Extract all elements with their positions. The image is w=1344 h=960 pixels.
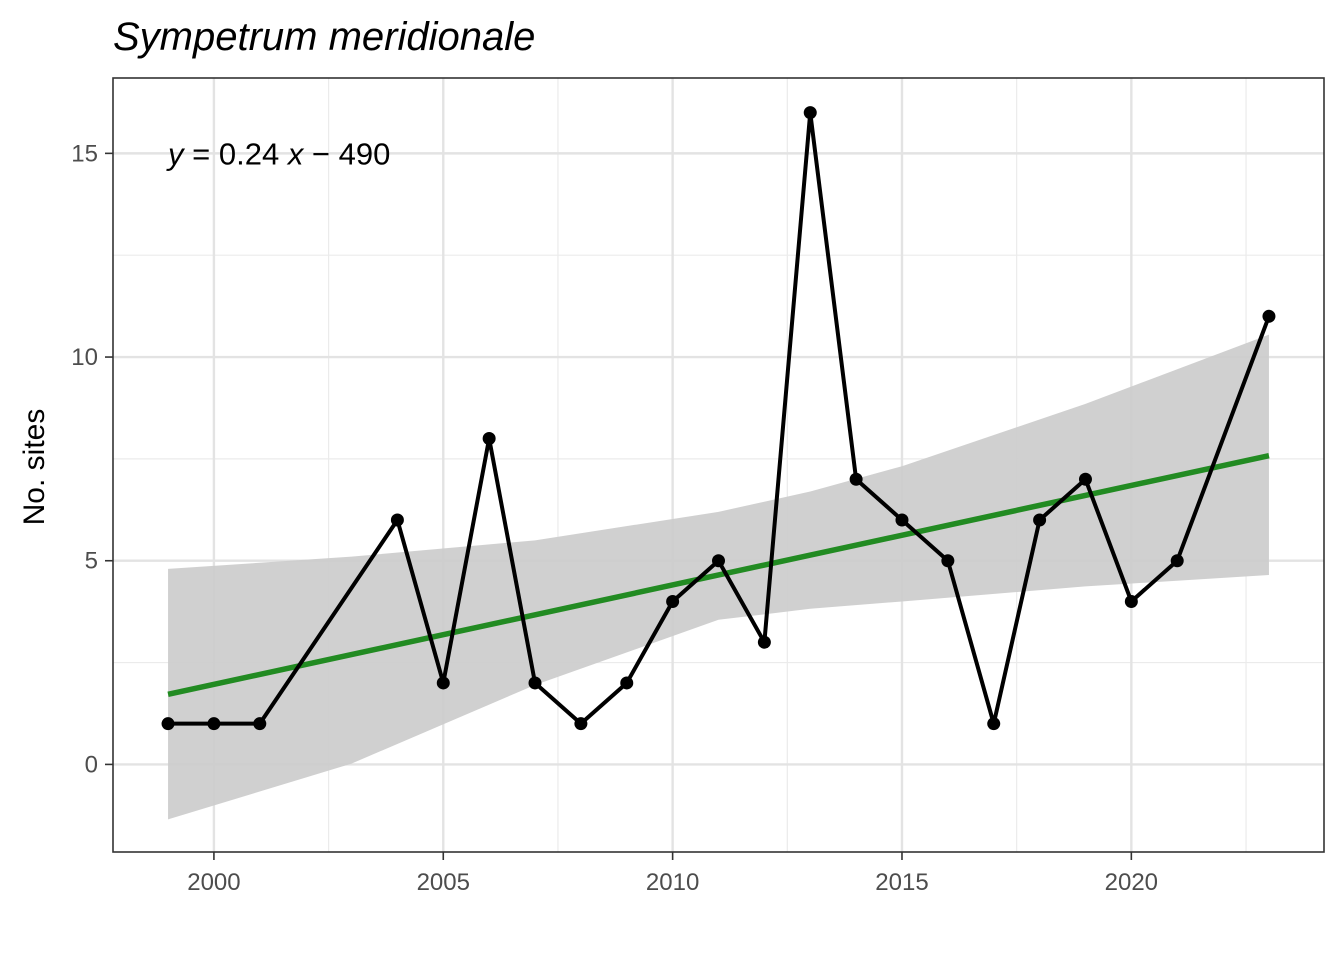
- series-line: [168, 110, 1271, 726]
- x-tick-label: 2020: [1105, 869, 1158, 896]
- data-point: [1124, 594, 1138, 608]
- y-tick-label: 10: [71, 344, 98, 371]
- y-axis-title: No. sites: [18, 409, 51, 526]
- trend-line: [167, 452, 1270, 698]
- data-point: [1170, 554, 1184, 568]
- data-point: [1033, 513, 1047, 527]
- y-tick-label: 15: [71, 140, 98, 167]
- equation-part: x: [286, 136, 305, 171]
- trend-line-path: [167, 452, 1270, 698]
- data-point: [620, 676, 634, 690]
- regression-equation: y = 0.24 x − 490: [166, 136, 390, 171]
- x-axis: 2000 2005 2010 2015 2020: [187, 852, 1158, 896]
- plot-border: [112, 77, 1325, 853]
- x-tick-label: 2010: [646, 869, 699, 896]
- data-point: [803, 106, 817, 120]
- data-point: [1262, 309, 1276, 323]
- data-point: [436, 676, 450, 690]
- x-tick-label: 2000: [187, 869, 240, 896]
- data-point: [482, 432, 496, 446]
- data-point: [987, 717, 1001, 731]
- equation-part: y: [166, 136, 186, 171]
- data-point: [666, 594, 680, 608]
- data-point: [941, 554, 955, 568]
- data-point: [528, 676, 542, 690]
- data-point: [390, 513, 404, 527]
- data-point: [757, 635, 771, 649]
- plot-frame: [112, 77, 1325, 853]
- equation-part: = 0.24: [184, 136, 288, 171]
- data-point: [161, 717, 175, 731]
- y-tick-label: 5: [85, 548, 98, 575]
- data-point: [253, 717, 267, 731]
- data-point: [712, 554, 725, 568]
- data-point: [849, 472, 863, 486]
- equation-part: − 490: [303, 136, 390, 171]
- chart-title: Sympetrum meridionale: [113, 15, 535, 59]
- data-point: [895, 513, 909, 527]
- data-series: [168, 110, 1271, 726]
- x-tick-label: 2015: [875, 869, 928, 896]
- data-point: [207, 717, 221, 731]
- data-point: [1078, 472, 1092, 486]
- y-tick-label: 0: [85, 751, 98, 778]
- data-points: [161, 106, 1276, 731]
- data-point: [574, 717, 588, 731]
- y-axis: 0 5 10 15: [71, 140, 113, 778]
- x-tick-label: 2005: [417, 869, 470, 896]
